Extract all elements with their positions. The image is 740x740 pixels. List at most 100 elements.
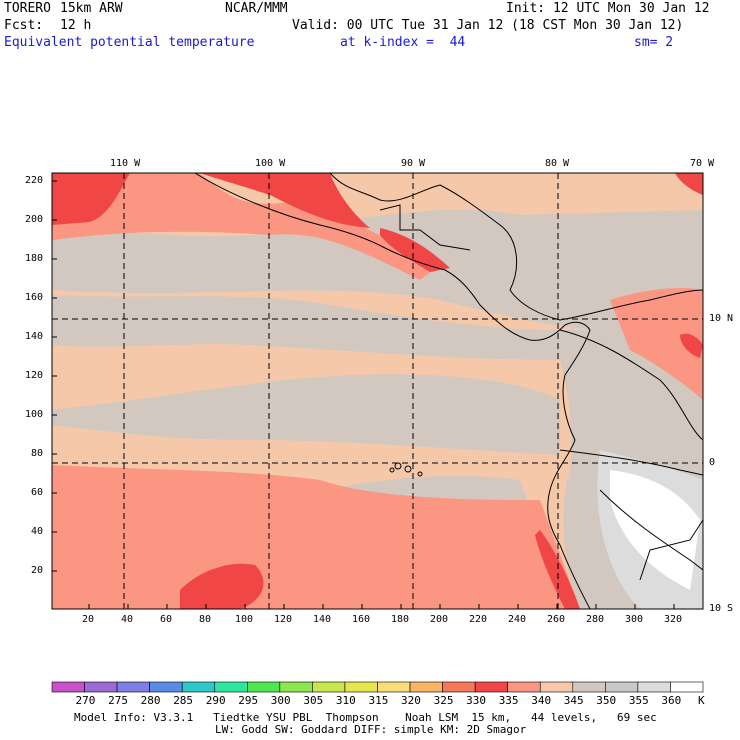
x-tick-label: 220: [469, 614, 488, 625]
x-tick-label: 300: [625, 614, 644, 625]
x-tick-label: 260: [547, 614, 566, 625]
model-name: TORERO: [4, 1, 51, 16]
x-tick-label: 240: [508, 614, 527, 625]
border-colombia: [559, 329, 703, 441]
x-tick-label: 140: [313, 614, 332, 625]
colorbar-label: 345: [563, 694, 584, 707]
field-andes-white: [610, 470, 700, 590]
field-salmon-venezuela: [610, 288, 703, 400]
level-index: at k-index = 44: [340, 35, 466, 50]
colorbar-swatch: [507, 681, 541, 693]
smoothing: sm= 2: [634, 35, 674, 50]
colorbar-label: 335: [498, 694, 519, 707]
model-info-line1: Model Info: V3.3.1 Tiedtke YSU PBL Thomp…: [74, 711, 657, 724]
colorbar-label: 285: [173, 694, 194, 707]
map-frame: [51, 172, 704, 610]
y-tick-label: 220: [25, 175, 44, 186]
x-tick-label: 320: [664, 614, 683, 625]
colorbar-label: 290: [205, 694, 226, 707]
border-bolivia: [639, 519, 703, 581]
x-tick-label: 60: [160, 614, 173, 625]
border-peru-brazil: [599, 489, 703, 571]
init-time: Init: 12 UTC Mon 30 Jan 12: [506, 1, 710, 16]
forecast-hour: 12 h: [60, 18, 92, 33]
coastline-pacific: [194, 173, 591, 609]
colorbar-label: 300: [270, 694, 291, 707]
colorbar-label: 315: [368, 694, 389, 707]
field-red-venezuela: [680, 333, 703, 358]
forecast-label: Fcst:: [4, 18, 44, 33]
theta-e-field: [52, 173, 703, 609]
y-tick-label: 120: [25, 370, 44, 381]
field-salmon-north: [52, 173, 440, 280]
colorbar-label: 355: [628, 694, 649, 707]
y-tick-label: 180: [25, 253, 44, 264]
galapagos-island-2: [404, 465, 412, 473]
colorbar-swatch: [474, 681, 508, 693]
x-tick-label: 40: [121, 614, 134, 625]
colorbar-swatch: [116, 681, 150, 693]
colorbar-swatch: [377, 681, 411, 693]
colorbar-swatch: [84, 681, 118, 693]
colorbar-swatch: [637, 681, 671, 693]
y-tick-label: 140: [25, 331, 44, 342]
y-tick-label: 100: [25, 409, 44, 420]
colorbar-label: 295: [238, 694, 259, 707]
colorbar-swatch: [344, 681, 378, 693]
colorbar-swatch: [409, 681, 443, 693]
colorbar-label: 280: [140, 694, 161, 707]
colorbar-swatch: [442, 681, 476, 693]
colorbar-swatch: [605, 681, 639, 693]
galapagos-island-4: [417, 471, 423, 477]
model-info-line2: LW: Godd SW: Goddard DIFF: simple KM: 2D…: [215, 723, 527, 736]
field-salmon-south: [52, 465, 580, 609]
colorbar-swatch: [312, 681, 346, 693]
x-tick-label: 120: [274, 614, 293, 625]
galapagos-island-3: [389, 467, 395, 473]
coastlines: [194, 173, 703, 609]
colorbar-swatch: [51, 681, 85, 693]
colorbar-label: 275: [108, 694, 128, 707]
colorbar-label: 360: [661, 694, 682, 707]
lon-label-70w: 70 W: [690, 158, 715, 169]
border-centralamerica: [379, 204, 471, 251]
lat-label-10s: 10 S: [709, 603, 734, 614]
field-red-mexico: [200, 173, 370, 228]
y-tick-label: 20: [31, 565, 44, 576]
lon-label-80w: 80 W: [545, 158, 570, 169]
colorbar-label: 340: [531, 694, 552, 707]
colorbar-swatch: [539, 681, 574, 693]
lat-label-10n: 10 N: [709, 313, 734, 324]
coastline-caribbean: [329, 173, 703, 321]
field-red-guatemala: [380, 228, 450, 272]
border-ecuador-peru: [559, 449, 703, 476]
colorbar-swatch: [214, 681, 248, 693]
x-tick-label: 100: [235, 614, 254, 625]
model-source: NCAR/MMM: [225, 1, 288, 16]
colorbar-label: 350: [596, 694, 617, 707]
colorbar-unit: K: [698, 694, 705, 707]
colorbar-label: 320: [401, 694, 421, 707]
colorbar-label: 330: [466, 694, 486, 707]
x-tick-label: 280: [586, 614, 605, 625]
colorbar-label: 305: [303, 694, 324, 707]
model-resolution: 15km ARW: [60, 1, 123, 16]
field-gray-band-north: [52, 209, 703, 333]
colorbar-label: 310: [335, 694, 356, 707]
y-tick-label: 60: [31, 487, 44, 498]
field-red-peru-coast: [535, 530, 580, 609]
x-tick-label: 80: [199, 614, 212, 625]
field-gray-band-south: [52, 374, 560, 455]
x-tick-label: 20: [82, 614, 95, 625]
colorbar-label: 270: [75, 694, 96, 707]
field-red-nw: [52, 173, 130, 225]
colorbar-swatch: [572, 681, 606, 693]
latlon-grid: [52, 173, 703, 609]
field-red-caribbean: [675, 173, 703, 195]
lon-label-100w: 100 W: [255, 158, 286, 169]
y-tick-label: 40: [31, 526, 44, 537]
axis-ticks: [52, 180, 675, 609]
x-tick-label: 180: [391, 614, 410, 625]
colorbar-swatch: [149, 681, 183, 693]
